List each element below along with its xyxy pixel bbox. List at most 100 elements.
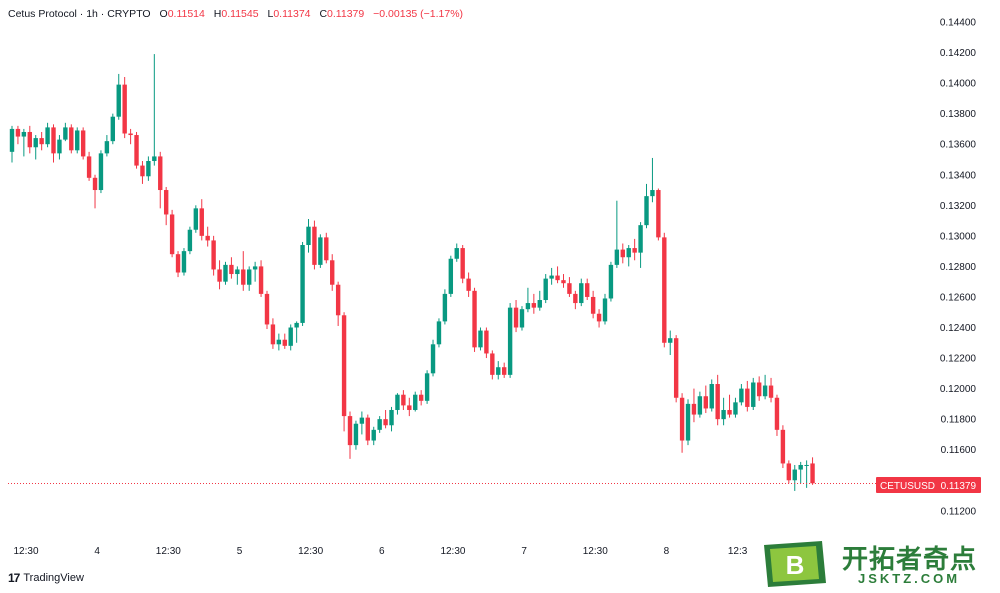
y-tick-label: 0.12000 <box>940 384 977 395</box>
x-tick-label: 12:30 <box>156 546 181 557</box>
tradingview-logo[interactable]: 17 TradingView <box>8 571 84 585</box>
watermark-badge-letter: B <box>786 550 805 580</box>
candle <box>57 135 62 160</box>
candle-body <box>211 240 216 270</box>
candle-body <box>217 269 222 282</box>
x-tick-label: 12:30 <box>583 546 608 557</box>
candle <box>703 385 709 414</box>
y-tick-label: 0.12400 <box>940 323 977 334</box>
candle-body <box>555 275 560 281</box>
candle-body <box>258 266 264 294</box>
candle-body <box>691 403 697 415</box>
candle-body <box>401 394 406 406</box>
y-tick-label: 0.14000 <box>940 79 977 90</box>
candle <box>300 241 305 326</box>
candle-body <box>371 429 376 441</box>
x-tick-label: 6 <box>379 546 385 557</box>
candle-body <box>193 208 199 230</box>
watermark-badge-icon: B <box>764 541 826 587</box>
candle-body <box>134 135 139 166</box>
candle <box>169 209 175 258</box>
candle-body <box>341 315 347 417</box>
candle <box>318 234 323 268</box>
y-tick-label: 0.11200 <box>941 506 977 517</box>
x-tick-label: 8 <box>664 546 670 557</box>
candle <box>567 277 572 297</box>
high-value: 0.11545 <box>221 8 259 20</box>
candle <box>217 260 222 290</box>
candle-body <box>537 300 542 308</box>
candle <box>525 287 531 313</box>
candle-body <box>650 190 655 197</box>
candle-body <box>792 469 797 481</box>
candle-body <box>294 322 299 328</box>
candle-body <box>288 327 293 346</box>
candle <box>365 414 370 446</box>
candle <box>187 226 193 255</box>
y-axis[interactable]: 0.112000.114000.116000.118000.120000.122… <box>940 18 977 518</box>
candle <box>377 416 382 433</box>
candle-body <box>128 133 133 136</box>
x-axis[interactable]: 12:30 4 12:30 5 12:30 6 12:30 7 12:30 8 12:3 <box>13 546 747 557</box>
candle <box>460 245 465 284</box>
candle <box>235 266 240 285</box>
candle-body <box>733 402 738 415</box>
candle-body <box>602 298 608 322</box>
candle-body <box>567 283 572 294</box>
candle-body <box>531 303 537 308</box>
candle-body <box>146 161 151 177</box>
close-label: C <box>319 8 328 20</box>
candle <box>620 243 625 264</box>
candle <box>733 397 738 418</box>
candle <box>638 222 643 268</box>
candle-body <box>199 208 204 236</box>
candle-body <box>300 245 305 323</box>
candle <box>276 333 282 351</box>
candle <box>383 409 388 429</box>
candle-body <box>436 321 442 345</box>
candle-body <box>45 127 50 145</box>
candle-body <box>33 138 38 148</box>
y-tick-label: 0.13400 <box>940 170 977 181</box>
candle-body <box>335 284 341 316</box>
candle <box>756 376 762 401</box>
candle <box>472 287 477 352</box>
candle-body <box>466 278 471 291</box>
candle <box>644 183 649 229</box>
candle-body <box>638 225 643 253</box>
candle <box>229 257 234 279</box>
candle <box>122 76 127 139</box>
candle <box>596 309 602 328</box>
candle <box>496 361 501 380</box>
candle <box>602 293 608 325</box>
candle <box>436 318 442 348</box>
candle <box>721 397 726 426</box>
candle-body <box>181 251 187 273</box>
candle <box>335 281 341 326</box>
candle <box>590 290 596 319</box>
candle-body <box>685 403 691 441</box>
y-tick-label: 0.13200 <box>940 201 977 212</box>
low-label: L <box>267 8 274 20</box>
candle <box>98 150 104 194</box>
candle <box>466 272 471 297</box>
candle <box>264 290 270 330</box>
candle <box>86 151 92 181</box>
candle-body <box>270 324 276 345</box>
candle <box>39 131 44 151</box>
candle-body <box>163 190 169 215</box>
candle-body <box>116 84 121 117</box>
candle-body <box>721 409 726 420</box>
candle-body <box>395 394 400 410</box>
candle-body <box>501 367 507 375</box>
candle-body <box>780 429 786 464</box>
candle <box>205 226 210 247</box>
candle <box>413 391 418 412</box>
candle-body <box>614 249 620 265</box>
candle-body <box>697 396 703 415</box>
candle-body <box>460 248 465 279</box>
candle <box>359 411 365 435</box>
y-tick-label: 0.14200 <box>940 48 977 59</box>
candle <box>282 333 287 349</box>
symbol-header[interactable]: Cetus Protocol · 1h · CRYPTO O0.11514 H0… <box>8 8 463 20</box>
